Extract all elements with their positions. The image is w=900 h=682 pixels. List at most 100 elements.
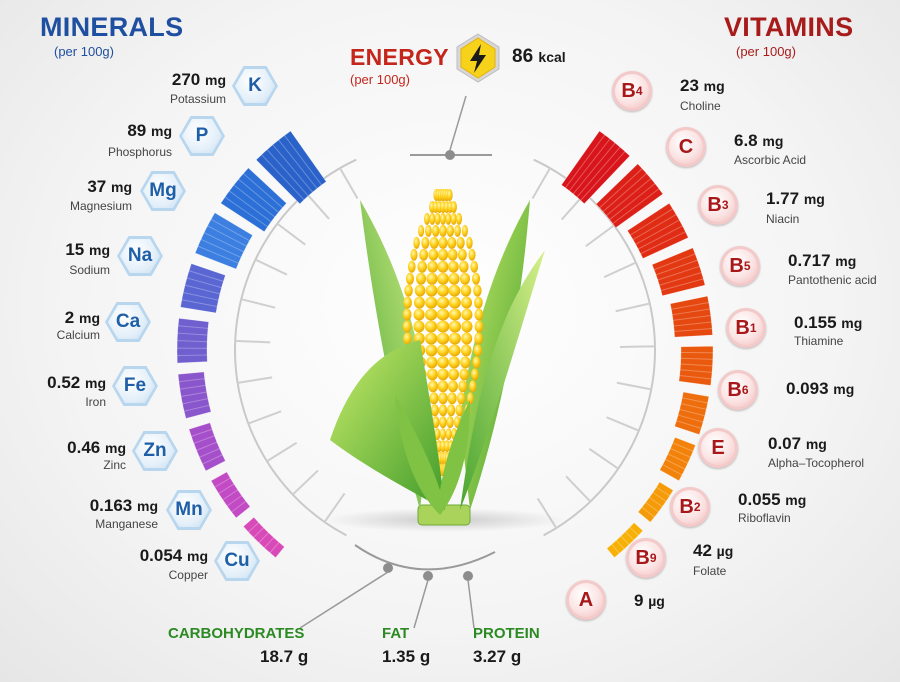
vitamin-amount: 0.093 [786, 379, 829, 398]
energy-unit: kcal [538, 49, 566, 65]
mineral-unit: mg [85, 375, 106, 391]
vitamin-letter: B [621, 79, 636, 102]
mineral-value: 0.52 mg [47, 373, 106, 393]
vitamin-letter: B [729, 254, 744, 277]
vitamin-name: Choline [680, 99, 721, 113]
mineral-arc-segment [255, 130, 327, 205]
carbohydrates-unit: g [297, 647, 309, 666]
mineral-symbol: Na [120, 239, 160, 273]
vitamin-amount: 1.77 [766, 189, 800, 208]
minerals-title: MINERALS [40, 12, 184, 42]
mineral-amount: 2 [64, 308, 75, 327]
fat-amount: 1.35 [382, 647, 416, 666]
vitamin-value: 6.8 mg [734, 131, 783, 151]
corn-cob-illustration [325, 189, 565, 532]
mineral-symbol: Fe [115, 369, 155, 403]
vitamin-badge: C [666, 127, 706, 167]
vitamin-letter: C [678, 135, 694, 158]
mineral-unit: mg [105, 440, 126, 456]
vitamin-arc-segment [595, 163, 664, 229]
mineral-value: 15 mg [65, 240, 110, 260]
mineral-symbol: P [182, 119, 222, 153]
vitamin-subscript: 9 [649, 551, 657, 565]
vitamin-name: Niacin [766, 212, 800, 226]
macro-connectors [299, 544, 496, 629]
vitamins-title: VITAMINS [724, 12, 854, 42]
dial-ticks [234, 158, 656, 537]
vitamin-arc-segment [606, 522, 644, 559]
vitamin-amount: 6.8 [734, 131, 758, 150]
mineral-unit: mg [111, 179, 132, 195]
mineral-name: Magnesium [69, 199, 132, 213]
vitamin-letter: B [735, 316, 750, 339]
vitamin-amount: 23 [680, 76, 699, 95]
protein-label: PROTEIN [473, 625, 540, 642]
vitamin-amount: 0.055 [738, 490, 781, 509]
vitamin-subscript: 5 [743, 259, 751, 273]
mineral-value: 0.46 mg [67, 438, 126, 458]
vitamin-name: Pantothenic acid [788, 273, 877, 287]
mineral-amount: 0.46 [67, 438, 101, 457]
vitamin-subscript: 6 [741, 383, 749, 397]
vitamin-badge: E [698, 428, 738, 468]
vitamins-subtitle: (per 100g) [736, 44, 796, 59]
vitamin-letter: B [707, 193, 722, 216]
mineral-amount: 0.054 [139, 546, 183, 565]
energy-amount: 86 [512, 46, 534, 67]
mineral-badge: Cu [214, 541, 260, 581]
vitamin-value: 42 µg [693, 541, 733, 561]
vitamin-symbol: A [569, 583, 603, 617]
mineral-name: Iron [85, 395, 106, 409]
vitamin-amount: 0.155 [794, 313, 837, 332]
mineral-badge: P [179, 116, 225, 156]
mineral-arc-segment [176, 317, 210, 364]
carbohydrates-amount: 18.7 [260, 647, 294, 666]
mineral-arc-segment [194, 212, 254, 270]
vitamin-name: Ascorbic Acid [734, 153, 807, 167]
vitamin-arc-segment [678, 345, 714, 386]
vitamin-unit: µg [648, 593, 665, 609]
energy-title: ENERGY [350, 44, 449, 70]
vitamin-arc [561, 130, 714, 559]
mineral-value: 0.054 mg [140, 546, 208, 566]
vitamin-letter: A [578, 588, 594, 611]
vitamin-value: 1.77 mg [766, 189, 825, 209]
mineral-symbol: Mn [169, 493, 209, 527]
vitamin-value: 0.07 mg [768, 434, 827, 454]
mineral-name: Copper [168, 568, 208, 582]
mineral-amount: 0.52 [47, 373, 81, 392]
vitamin-value: 0.055 mg [738, 490, 806, 510]
mineral-unit: mg [187, 548, 208, 564]
vitamin-unit: mg [762, 133, 784, 149]
mineral-value: 2 mg [65, 308, 100, 328]
mineral-symbol: Ca [108, 305, 148, 339]
vitamin-symbol: C [669, 130, 703, 164]
carbohydrates-value: 18.7 g [260, 647, 308, 667]
fat-label: FAT [382, 625, 410, 642]
mineral-amount: 15 [65, 240, 85, 259]
mineral-symbol: K [235, 69, 275, 103]
mineral-value: 89 mg [127, 121, 172, 141]
vitamin-amount: 0.717 [788, 251, 831, 270]
mineral-unit: mg [151, 123, 172, 139]
vitamin-arc-segment [626, 202, 689, 259]
mineral-symbol: Zn [135, 434, 175, 468]
mineral-amount: 89 [127, 121, 147, 140]
vitamin-amount: 9 [634, 591, 644, 610]
mineral-value: 270 mg [172, 70, 226, 90]
mineral-name: Sodium [69, 263, 110, 277]
vitamin-arc-segment [561, 130, 631, 205]
